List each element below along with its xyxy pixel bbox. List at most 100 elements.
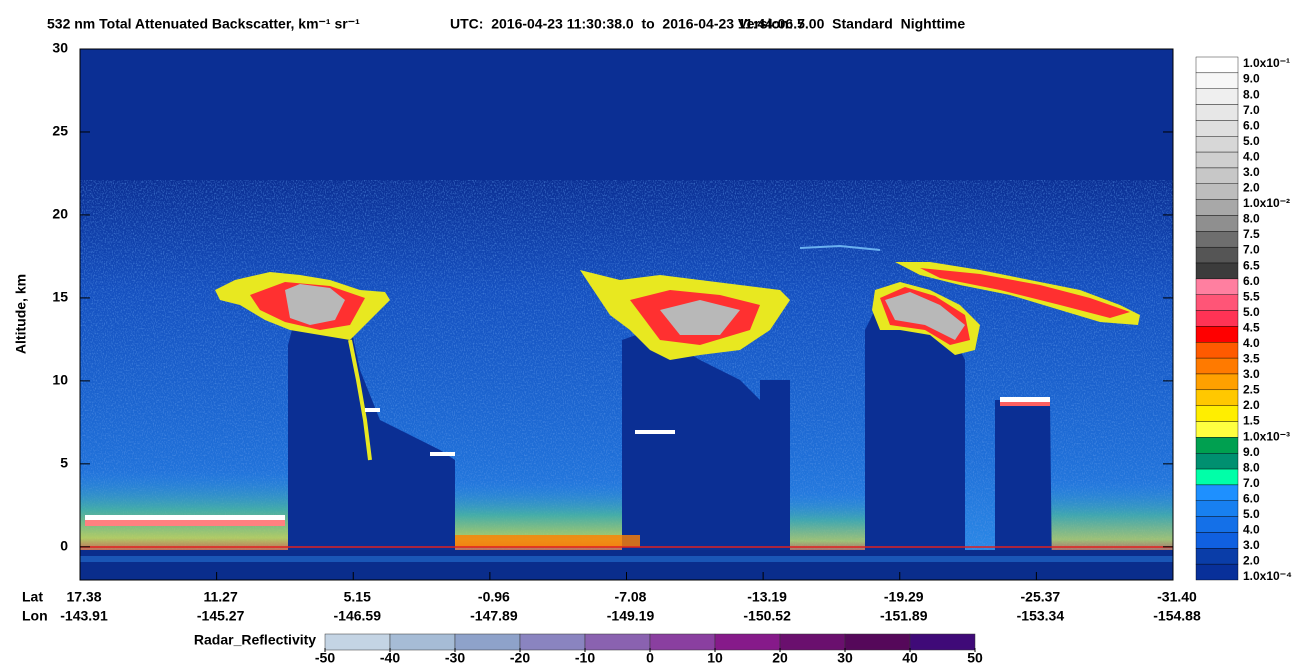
y-tick-label: 30 bbox=[52, 40, 68, 56]
radar-tick-label: -20 bbox=[510, 650, 530, 666]
colorbar-swatch bbox=[1195, 484, 1239, 501]
colorbar-swatch bbox=[1195, 72, 1239, 89]
y-tick-label: 20 bbox=[52, 206, 68, 222]
colorbar-label: 2.5 bbox=[1243, 383, 1260, 397]
colorbar-label: 1.0x10⁻³ bbox=[1243, 429, 1290, 443]
radar-tick-label: 40 bbox=[902, 650, 918, 666]
x-tick-label: -31.40 bbox=[1157, 589, 1197, 605]
radar-swatch bbox=[389, 633, 456, 651]
colorbar-swatch bbox=[1195, 453, 1239, 470]
radar-tick-label: -30 bbox=[445, 650, 465, 666]
colorbar-label: 9.0 bbox=[1243, 445, 1260, 459]
y-axis-label: Altitude, km bbox=[13, 274, 29, 354]
y-tick-label: 0 bbox=[60, 538, 68, 554]
radar-tick-label: 20 bbox=[772, 650, 788, 666]
radar-swatch bbox=[779, 633, 846, 651]
colorbar-swatch bbox=[1195, 167, 1239, 184]
radar-swatch bbox=[454, 633, 521, 651]
colorbar-swatch bbox=[1195, 136, 1239, 153]
x-tick-label: -25.37 bbox=[1021, 589, 1061, 605]
colorbar-label: 8.0 bbox=[1243, 460, 1260, 474]
radar-swatch bbox=[844, 633, 911, 651]
y-tick-label: 25 bbox=[52, 123, 68, 139]
y-tick-label: 5 bbox=[60, 455, 68, 471]
colorbar-label: 1.0x10⁻² bbox=[1243, 196, 1290, 210]
colorbar-swatch bbox=[1195, 215, 1239, 232]
colorbar-label: 5.5 bbox=[1243, 289, 1260, 303]
version: Version: 5.00 Standard Nighttime bbox=[738, 16, 965, 32]
colorbar-label: 7.0 bbox=[1243, 243, 1260, 257]
colorbar-label: 6.5 bbox=[1243, 258, 1260, 272]
colorbar-swatch bbox=[1195, 120, 1239, 137]
colorbar-label: 1.5 bbox=[1243, 414, 1260, 428]
radar-tick-label: 0 bbox=[646, 650, 654, 666]
colorbar-swatch bbox=[1195, 373, 1239, 391]
colorbar-label: 4.0 bbox=[1243, 523, 1260, 537]
colorbar-label: 3.0 bbox=[1243, 367, 1260, 381]
x-tick-label: -150.52 bbox=[743, 608, 791, 624]
colorbar-label: 5.0 bbox=[1243, 134, 1260, 148]
colorbar-swatch bbox=[1195, 278, 1239, 295]
colorbar-label: 7.0 bbox=[1243, 103, 1260, 117]
colorbar-swatch bbox=[1195, 151, 1239, 169]
colorbar-label: 5.0 bbox=[1243, 305, 1260, 319]
x-tick-label: -154.88 bbox=[1153, 608, 1201, 624]
x-tick-label: -153.34 bbox=[1017, 608, 1065, 624]
colorbar-swatch bbox=[1195, 294, 1239, 311]
radar-swatch bbox=[909, 633, 976, 651]
chart-title: 532 nm Total Attenuated Backscatter, km⁻… bbox=[47, 16, 360, 32]
radar-tick-label: 30 bbox=[837, 650, 853, 666]
x-tick-label: -19.29 bbox=[884, 589, 924, 605]
colorbar-label: 6.0 bbox=[1243, 491, 1260, 505]
x-tick-label: -146.59 bbox=[334, 608, 382, 624]
x-tick-label: 17.38 bbox=[66, 589, 101, 605]
colorbar-label: 6.0 bbox=[1243, 118, 1260, 132]
colorbar: 1.0x10⁻¹9.08.07.06.05.04.03.02.01.0x10⁻²… bbox=[1195, 56, 1292, 583]
colorbar-label: 7.5 bbox=[1243, 227, 1260, 241]
radar-swatch bbox=[584, 633, 651, 651]
radar-swatch bbox=[649, 633, 716, 651]
colorbar-swatch bbox=[1195, 357, 1239, 375]
x-tick-label: -7.08 bbox=[615, 589, 647, 605]
colorbar-swatch bbox=[1195, 88, 1239, 105]
colorbar-swatch bbox=[1195, 246, 1239, 264]
colorbar-label: 3.0 bbox=[1243, 538, 1260, 552]
colorbar-swatch bbox=[1195, 56, 1239, 74]
x-row-name: Lon bbox=[22, 608, 48, 624]
x-tick-label: -149.19 bbox=[607, 608, 655, 624]
x-tick-label: 5.15 bbox=[344, 589, 371, 605]
time-range: UTC: 2016-04-23 11:30:38.0 to 2016-04-23… bbox=[450, 16, 805, 32]
colorbar-label: 1.0x10⁻⁴ bbox=[1243, 569, 1292, 583]
colorbar-label: 2.0 bbox=[1243, 554, 1260, 568]
colorbar-label: 4.0 bbox=[1243, 336, 1260, 350]
radar-tick-label: 50 bbox=[967, 650, 983, 666]
colorbar-swatch bbox=[1195, 563, 1239, 581]
radar-tick-label: 10 bbox=[707, 650, 723, 666]
colorbar-swatch bbox=[1195, 548, 1239, 565]
colorbar-swatch bbox=[1195, 231, 1239, 248]
colorbar-swatch bbox=[1195, 516, 1239, 533]
x-tick-label: -0.96 bbox=[478, 589, 510, 605]
colorbar-swatch bbox=[1195, 310, 1239, 327]
colorbar-label: 3.0 bbox=[1243, 165, 1260, 179]
colorbar-swatch bbox=[1195, 389, 1239, 406]
x-tick-label: -143.91 bbox=[60, 608, 108, 624]
colorbar-label: 8.0 bbox=[1243, 87, 1260, 101]
radar-tick-label: -50 bbox=[315, 650, 335, 666]
radar-swatch bbox=[519, 633, 586, 651]
colorbar-swatch bbox=[1195, 421, 1239, 438]
y-tick-label: 10 bbox=[52, 372, 68, 388]
colorbar-label: 1.0x10⁻¹ bbox=[1243, 56, 1290, 70]
colorbar-swatch bbox=[1195, 532, 1239, 549]
colorbar-label: 5.0 bbox=[1243, 507, 1260, 521]
colorbar-label: 2.0 bbox=[1243, 398, 1260, 412]
x-tick-label: 11.27 bbox=[203, 589, 237, 605]
colorbar-swatch bbox=[1195, 199, 1239, 216]
colorbar-label: 6.0 bbox=[1243, 274, 1260, 288]
curtain bbox=[80, 49, 1173, 580]
colorbar-swatch bbox=[1195, 437, 1239, 454]
colorbar-swatch bbox=[1195, 500, 1239, 517]
radar-tick-label: -40 bbox=[380, 650, 400, 666]
radar-swatch bbox=[714, 633, 781, 651]
